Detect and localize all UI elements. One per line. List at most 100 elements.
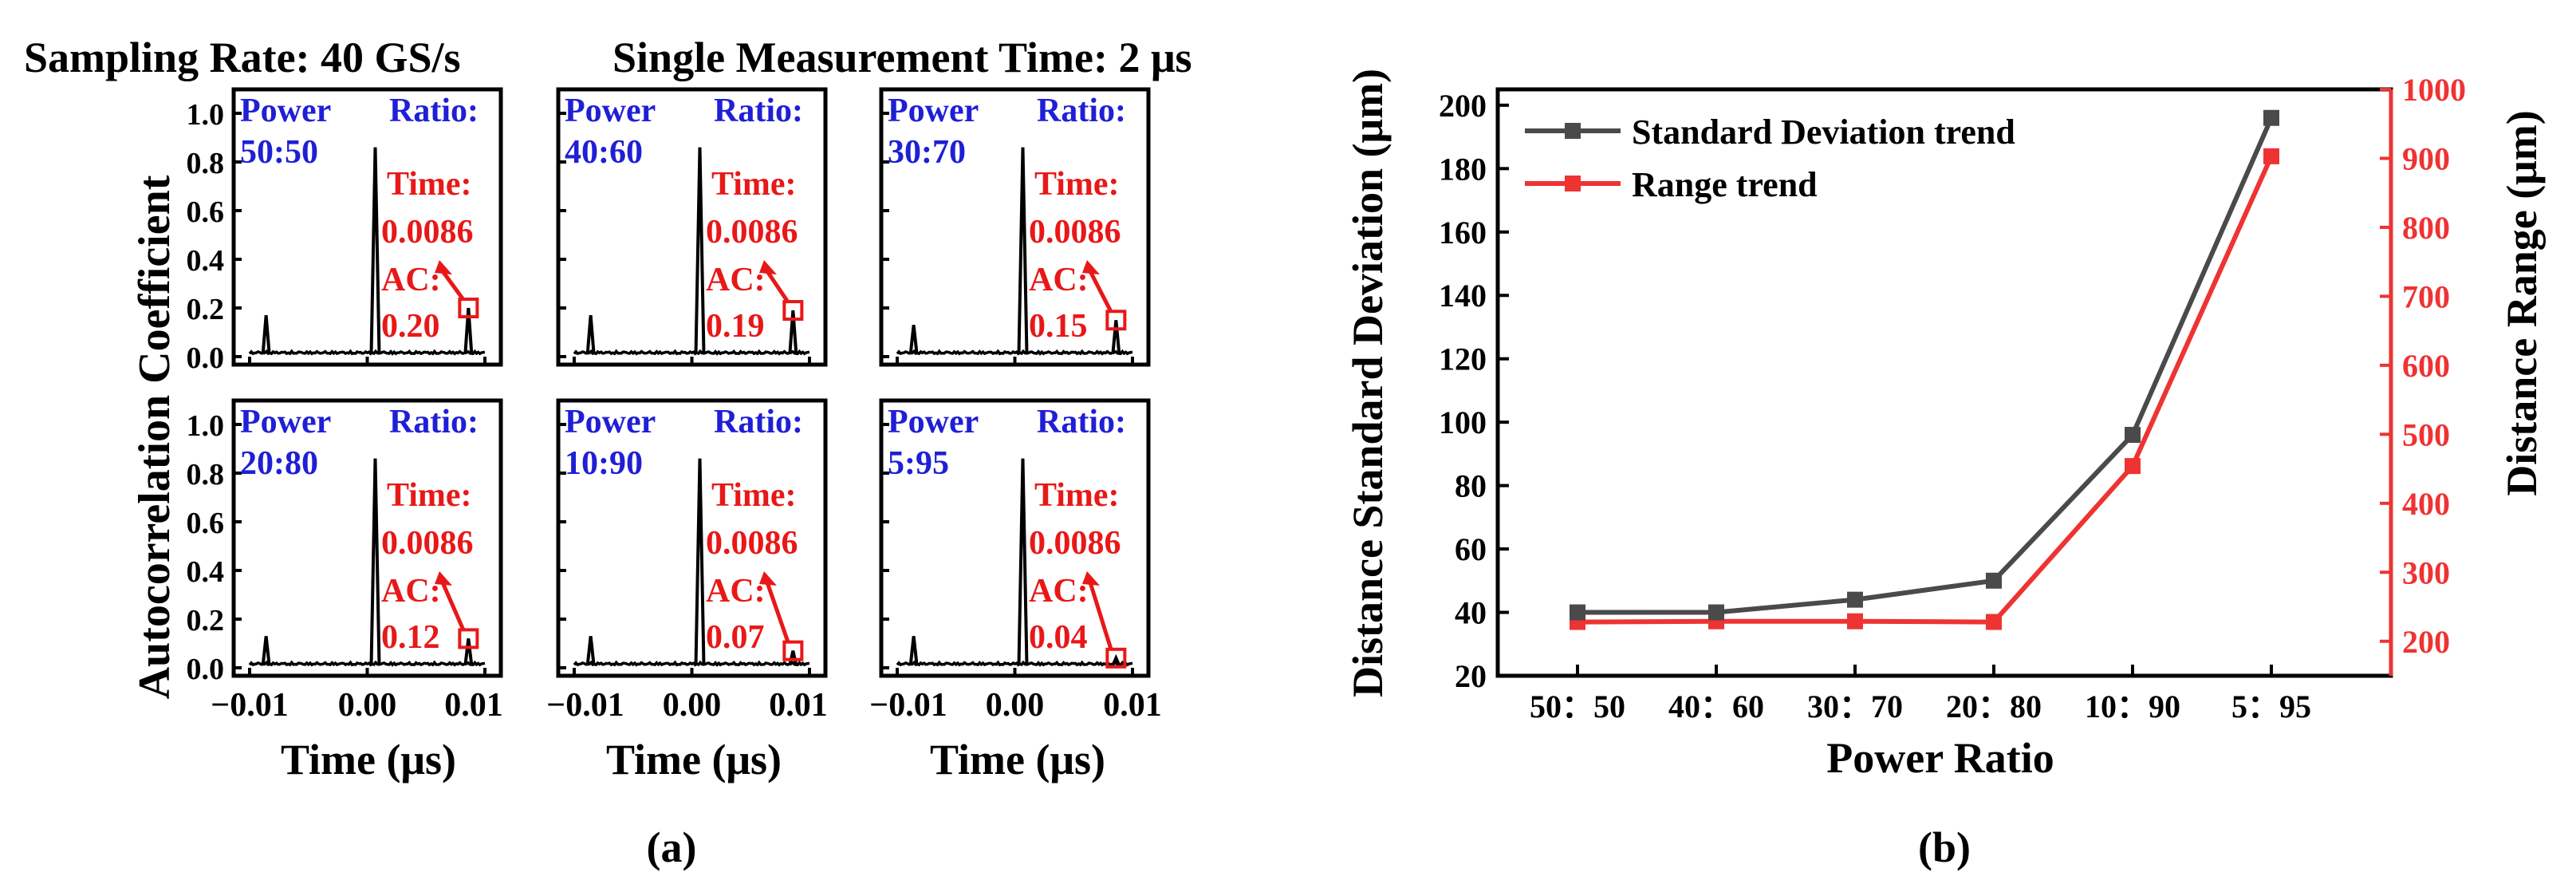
early-peak: [261, 314, 271, 355]
y-tick-label: 0.0: [187, 653, 225, 686]
power-label: Power: [240, 404, 331, 440]
arrow-head: [759, 260, 777, 274]
side-peak: [1111, 653, 1121, 666]
x-tick-label: 30：70: [1807, 689, 1903, 724]
time-value: 0.0086: [706, 525, 798, 562]
right-axis-ticks: 200 300 400 500 600 700 800 900 1000: [2380, 72, 2466, 660]
right-tick-label: 400: [2402, 486, 2450, 522]
ac-label: AC:: [381, 573, 441, 610]
arrow-head: [435, 260, 452, 274]
ratio-value: 10:90: [565, 445, 643, 482]
panel-a-ylabel: Autocorrelation Coefficient: [130, 175, 179, 699]
ratio-value: 50:50: [240, 134, 318, 171]
left-axis-ticks: 20 40 60 80 100 120 140 160 180 200: [1439, 88, 1509, 694]
time-label: Time:: [711, 477, 797, 514]
subplot-20:80: 1.0 0.8 0.6 0.4 0.2 0.0−0.01 0.00 0.01 Power 20:8…: [187, 398, 503, 724]
side-peak-marker: [782, 300, 804, 322]
series-point-sd-1: [1708, 604, 1724, 621]
right-tick-label: 1000: [2402, 72, 2466, 108]
main-peak: [1017, 147, 1029, 354]
ac-label: AC:: [706, 573, 766, 610]
side-peak-marker: [458, 628, 479, 649]
x-tick-label: 10：90: [2085, 689, 2180, 724]
side-peak: [788, 310, 798, 355]
x-axis-label-3: Time (μs): [930, 736, 1105, 783]
power-label: Power: [888, 404, 979, 440]
panel-b: 20 40 60 80 100 120 140 160 180 200 200 300 400 500 6…: [1344, 69, 2546, 871]
left-tick-label: 40: [1455, 595, 1487, 631]
time-value: 0.0086: [1029, 525, 1121, 562]
annotation-arrow: [1088, 270, 1113, 314]
header-sampling-rate: Sampling Rate: 40 GS/s: [24, 34, 461, 81]
y-tick-label: 0.6: [187, 507, 225, 540]
series-point-sd-2: [1847, 591, 1863, 608]
left-tick-label: 180: [1439, 151, 1487, 187]
power-label: Power: [565, 404, 656, 440]
side-peak: [463, 638, 474, 666]
y-tick-label: 0.8: [187, 458, 225, 491]
ac-value: 0.07: [706, 619, 765, 656]
noise-trace: [896, 660, 1133, 667]
series-point-sd-4: [2125, 427, 2141, 444]
right-tick-label: 500: [2402, 416, 2450, 452]
right-tick-label: 700: [2402, 278, 2450, 314]
left-tick-label: 140: [1439, 278, 1487, 314]
subplot-5:95: −0.01 0.00 0.01 Power 5:95 Ratio: Time: 0.0086 A…: [869, 398, 1162, 724]
y-tick-label: 0.6: [187, 195, 225, 229]
legend-label-range: Range trend: [1632, 165, 1818, 204]
early-peak: [908, 636, 919, 666]
power-label: Power: [888, 93, 979, 129]
x-tick-label: 0.00: [663, 687, 722, 724]
ac-label: AC:: [1029, 262, 1089, 298]
arrow-head: [1082, 260, 1100, 274]
ratio-value: 40:60: [565, 134, 643, 171]
y-tick-label: 0.4: [187, 555, 225, 589]
time-label: Time:: [387, 166, 472, 203]
time-value: 0.0086: [381, 525, 474, 562]
subplot-grid: 1.0 0.8 0.6 0.4 0.2 0.0 Power 50:50 Ratio: Time: 0…: [187, 87, 1162, 724]
x-axis-ticks: 50：50 40：60 30：70 20：80 10：90 5：95: [1530, 665, 2311, 724]
noise-trace: [248, 660, 486, 667]
series-point-range-5: [2263, 148, 2279, 164]
y-tick-label: 0.2: [187, 604, 225, 637]
side-peak: [463, 307, 474, 355]
annotation-arrow: [440, 582, 466, 632]
main-peak: [694, 458, 706, 665]
x-axis-label-1: Time (μs): [281, 736, 456, 783]
y-tick-label: 0.8: [187, 147, 225, 180]
legend-label-sd: Standard Deviation trend: [1632, 112, 2015, 152]
ac-value: 0.15: [1029, 308, 1088, 345]
x-tick-label: 0.00: [986, 687, 1045, 724]
side-peak-marker: [458, 298, 479, 318]
right-tick-label: 800: [2402, 210, 2450, 246]
x-tick-label: 0.01: [1103, 687, 1162, 724]
annotation-arrow: [765, 270, 790, 304]
ratio-label: Ratio:: [389, 404, 479, 440]
series-point-range-2: [1847, 613, 1863, 629]
annotation-arrow: [765, 582, 790, 644]
y-tick-label: 1.0: [187, 98, 225, 132]
legend-marker-sd: [1565, 123, 1581, 139]
noise-trace: [573, 349, 810, 356]
series-point-range-4: [2125, 458, 2141, 475]
time-value: 0.0086: [1029, 214, 1121, 251]
panel-a-caption: (a): [647, 823, 697, 871]
ratio-label: Ratio:: [1037, 404, 1126, 440]
panel-b-ylabel-left: Distance Standard Deviation (μm): [1344, 69, 1392, 697]
left-tick-label: 20: [1455, 658, 1487, 694]
ratio-value: 20:80: [240, 445, 318, 482]
ratio-label: Ratio:: [714, 93, 803, 129]
main-peak: [369, 458, 381, 665]
series-line-sd: [1578, 116, 2274, 615]
panel-b-ylabel-right: Distance Range (μm): [2498, 110, 2546, 496]
arrow-head: [1082, 571, 1100, 586]
y-tick-label: 1.0: [187, 409, 225, 443]
subplot-30:70: Power 30:70 Ratio: Time: 0.0086 AC: 0.15: [879, 87, 1151, 367]
series-group: [1570, 109, 2279, 630]
ac-value: 0.12: [381, 619, 440, 656]
y-tick-label: 0.2: [187, 293, 225, 326]
left-tick-label: 60: [1455, 531, 1487, 567]
x-tick-label: −0.01: [869, 687, 947, 724]
time-value: 0.0086: [706, 214, 798, 251]
time-label: Time:: [1034, 477, 1120, 514]
